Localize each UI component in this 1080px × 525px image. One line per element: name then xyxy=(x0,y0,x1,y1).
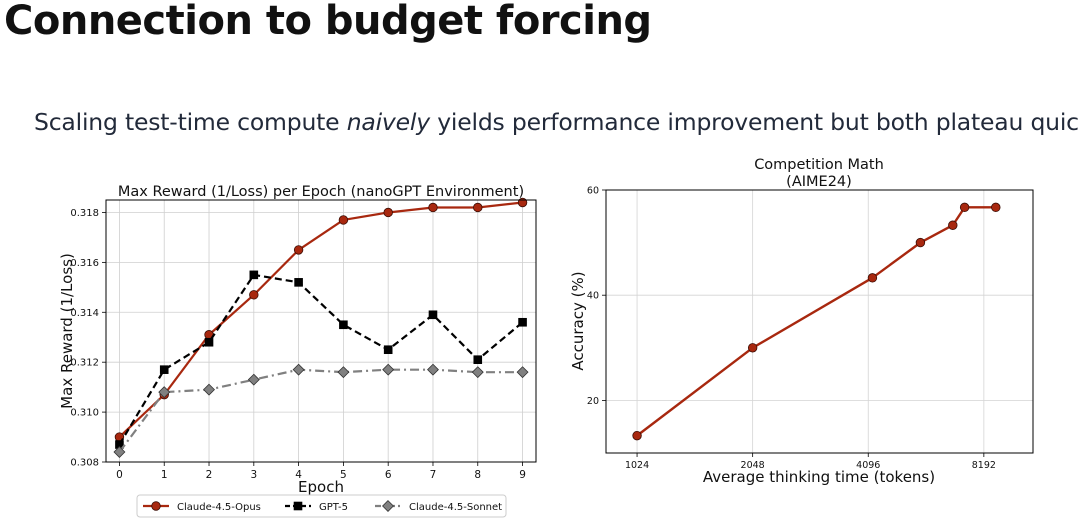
data-point xyxy=(915,237,926,248)
data-point xyxy=(338,215,349,225)
axis-ticks: 1024 2048 4096 8192 20 40 60 xyxy=(587,186,996,472)
data-point xyxy=(113,446,126,458)
legend-label: GPT-5 xyxy=(319,502,348,513)
y-tick-label: 0.318 xyxy=(70,208,99,219)
y-tick-label: 40 xyxy=(587,291,599,302)
reward-per-epoch-chart: 0 1 2 3 4 5 6 7 8 9 0.308 0.310 0.312 0.314 0.316 0.318… xyxy=(58,184,537,518)
data-point xyxy=(204,337,214,347)
y-tick-label: 20 xyxy=(587,396,599,407)
legend-frame xyxy=(136,494,507,518)
y-tick-label: 0.312 xyxy=(70,358,99,369)
legend-swatch-marker xyxy=(382,500,394,512)
data-point xyxy=(293,245,304,255)
grid-lines xyxy=(606,189,1033,453)
chart-title: Max Reward (1/Loss) per Epoch (nanoGPT E… xyxy=(118,184,524,200)
subtitle-text-start: Scaling test-time compute xyxy=(34,108,347,136)
data-point xyxy=(518,317,527,327)
series-line xyxy=(636,206,996,437)
plot-frame xyxy=(105,199,537,463)
x-tick-label: 1 xyxy=(161,469,168,481)
data-point xyxy=(383,207,393,218)
data-point xyxy=(339,320,348,330)
data-point xyxy=(473,202,483,213)
x-tick-label: 8192 xyxy=(972,460,996,471)
legend-label: Claude-4.5-Sonnet xyxy=(409,502,502,513)
y-tick-label: 0.308 xyxy=(70,458,99,469)
slide-subtitle: Scaling test-time compute naively yields… xyxy=(34,108,1080,136)
data-point xyxy=(383,345,393,355)
x-tick-label: 0 xyxy=(116,469,123,481)
data-point xyxy=(991,202,1001,213)
series-line xyxy=(118,368,523,453)
y-axis-label: Accuracy (%) xyxy=(569,271,587,370)
data-point xyxy=(473,355,483,364)
data-point xyxy=(867,273,878,283)
x-tick-label: 8 xyxy=(474,469,481,481)
slide-title: Connection to budget forcing xyxy=(4,0,652,44)
series-lines xyxy=(113,197,529,458)
y-tick-label: 60 xyxy=(587,186,599,197)
x-tick-label: 6 xyxy=(385,469,392,481)
x-tick-label: 7 xyxy=(430,469,437,481)
data-point xyxy=(249,270,259,280)
chart-subtitle: (AIME24) xyxy=(786,174,852,190)
x-tick-label: 1024 xyxy=(625,460,649,471)
series-lines xyxy=(632,202,1001,441)
data-point xyxy=(294,278,303,287)
legend-swatch-marker xyxy=(293,501,303,511)
y-tick-label: 0.314 xyxy=(70,308,99,319)
data-point xyxy=(428,310,438,320)
axis-ticks: 0 1 2 3 4 5 6 7 8 9 0.308 0.310 0.312 0.314 0.316 0.318 xyxy=(70,208,526,481)
data-point xyxy=(292,363,305,376)
data-point xyxy=(959,202,970,213)
data-point xyxy=(382,363,395,376)
chart-title: Competition Math xyxy=(754,157,884,173)
data-point xyxy=(159,365,169,374)
y-tick-label: 0.310 xyxy=(70,408,99,419)
data-point xyxy=(247,373,260,386)
data-point xyxy=(249,290,259,300)
x-axis-label: Average thinking time (tokens) xyxy=(703,468,935,486)
data-point xyxy=(948,220,958,230)
x-tick-label: 3 xyxy=(250,469,257,481)
data-point xyxy=(632,430,642,441)
x-axis-label: Epoch xyxy=(298,478,344,496)
subtitle-text-end: yields performance improvement but both … xyxy=(429,108,1080,136)
data-point xyxy=(337,366,350,379)
data-point xyxy=(158,386,171,399)
y-tick-label: 0.316 xyxy=(70,258,99,269)
grid-lines xyxy=(106,200,536,463)
data-point xyxy=(747,343,758,353)
x-tick-label: 9 xyxy=(519,469,526,481)
subtitle-emphasis: naively xyxy=(346,108,430,136)
x-tick-label: 5 xyxy=(340,469,347,481)
data-point xyxy=(427,363,439,376)
legend-swatch-marker xyxy=(151,501,161,511)
data-point xyxy=(203,383,215,396)
series-line xyxy=(118,273,524,446)
data-point xyxy=(516,366,529,379)
data-point xyxy=(115,440,124,449)
data-point xyxy=(428,202,438,213)
x-tick-label: 2048 xyxy=(741,460,765,471)
series-line xyxy=(118,201,523,438)
data-point xyxy=(471,366,484,379)
x-tick-label: 4096 xyxy=(856,460,880,471)
legend: Claude-4.5-Opus GPT-5 Claude-4.5-Sonnet xyxy=(136,494,507,518)
x-tick-label: 4 xyxy=(295,469,302,481)
plot-frame xyxy=(605,189,1034,454)
legend-label: Claude-4.5-Opus xyxy=(177,502,261,513)
x-tick-label: 2 xyxy=(206,469,213,481)
y-axis-label: Max Reward (1/Loss) xyxy=(58,253,76,409)
